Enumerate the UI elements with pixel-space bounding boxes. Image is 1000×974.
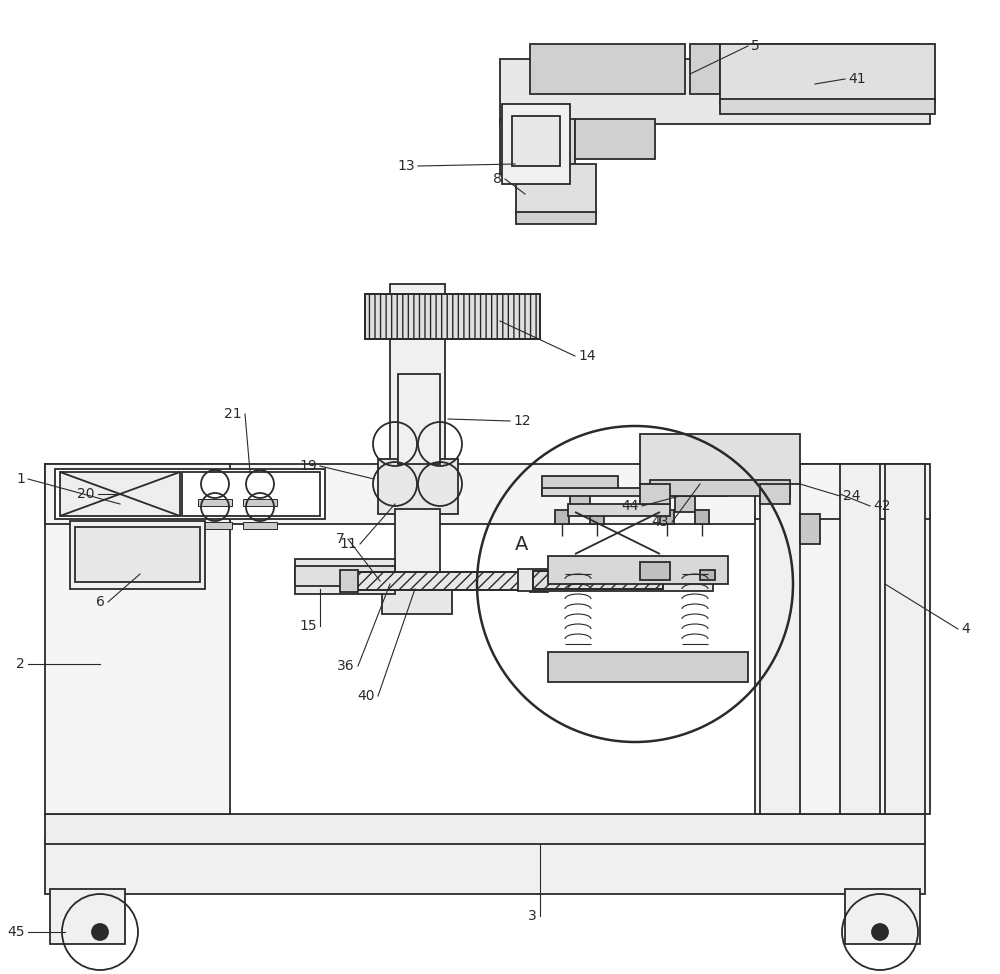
Text: 43: 43 — [652, 515, 669, 529]
Text: 12: 12 — [513, 414, 531, 428]
Text: 24: 24 — [843, 489, 860, 503]
Text: 15: 15 — [299, 619, 317, 633]
Text: 7: 7 — [336, 532, 345, 546]
Bar — [516, 164, 596, 214]
Bar — [295, 566, 395, 586]
Bar — [198, 522, 232, 529]
Bar — [60, 472, 180, 516]
Bar — [720, 44, 935, 104]
Bar — [390, 284, 445, 464]
Bar — [575, 119, 655, 159]
Bar — [355, 572, 535, 590]
Bar — [845, 889, 920, 944]
Bar — [518, 569, 713, 591]
Bar — [755, 464, 930, 519]
Text: 11: 11 — [339, 537, 357, 551]
Bar — [382, 579, 452, 614]
Text: 44: 44 — [622, 499, 639, 513]
Bar — [182, 472, 320, 516]
Bar — [568, 504, 670, 516]
Bar — [340, 570, 358, 592]
Bar — [542, 488, 727, 496]
Text: 36: 36 — [337, 659, 355, 673]
Text: 45: 45 — [8, 925, 25, 939]
Bar — [75, 527, 200, 582]
Bar — [570, 492, 590, 512]
Bar — [690, 44, 720, 94]
Bar — [760, 484, 790, 504]
Text: 1: 1 — [16, 472, 25, 486]
Bar — [198, 499, 232, 506]
Bar — [502, 104, 570, 184]
Circle shape — [872, 924, 888, 940]
Bar — [640, 562, 670, 580]
Bar — [675, 492, 695, 512]
Bar — [500, 59, 930, 124]
Text: 2: 2 — [16, 657, 25, 671]
Bar — [533, 571, 663, 589]
Bar — [647, 476, 723, 494]
Bar — [530, 570, 548, 592]
Bar — [243, 499, 277, 506]
Text: 14: 14 — [578, 349, 596, 363]
Bar — [640, 434, 800, 484]
Bar — [590, 510, 604, 524]
Text: 8: 8 — [493, 172, 502, 186]
Bar — [243, 522, 277, 529]
Bar — [398, 374, 440, 464]
Text: 13: 13 — [397, 159, 415, 173]
Bar — [516, 212, 596, 224]
Text: 41: 41 — [848, 72, 866, 86]
Bar — [295, 559, 395, 594]
Bar — [533, 571, 663, 589]
Bar — [700, 570, 715, 580]
Text: 21: 21 — [224, 407, 242, 421]
Bar — [530, 44, 685, 94]
Bar — [755, 514, 930, 814]
Bar — [512, 116, 560, 166]
Bar — [760, 464, 800, 814]
Bar — [650, 480, 790, 496]
Bar — [45, 839, 925, 894]
Bar — [695, 510, 709, 524]
Bar — [45, 814, 925, 844]
Bar — [45, 464, 925, 524]
Bar — [720, 99, 935, 114]
Bar — [760, 44, 920, 94]
Bar — [500, 119, 575, 174]
Bar — [395, 509, 440, 584]
Text: 19: 19 — [299, 459, 317, 473]
Bar — [365, 294, 540, 339]
Bar — [885, 464, 925, 814]
Text: 20: 20 — [78, 487, 95, 501]
Text: 42: 42 — [873, 499, 891, 513]
Bar — [365, 294, 540, 339]
Bar — [660, 510, 674, 524]
Text: 3: 3 — [528, 909, 537, 923]
Bar — [55, 469, 325, 519]
Bar — [45, 464, 230, 524]
Bar — [542, 476, 618, 494]
Text: 5: 5 — [751, 39, 760, 53]
Text: 4: 4 — [961, 622, 970, 636]
Bar — [355, 572, 535, 590]
Bar — [555, 510, 569, 524]
Bar — [378, 459, 458, 514]
Bar — [548, 652, 748, 682]
Bar — [640, 484, 670, 504]
Text: A: A — [515, 535, 529, 553]
Bar — [840, 464, 880, 814]
Circle shape — [92, 924, 108, 940]
Bar — [800, 514, 820, 544]
Text: 6: 6 — [96, 595, 105, 609]
Bar — [50, 889, 125, 944]
Bar — [70, 521, 205, 589]
Bar — [45, 519, 230, 814]
Text: 40: 40 — [358, 689, 375, 703]
Bar — [548, 556, 728, 584]
